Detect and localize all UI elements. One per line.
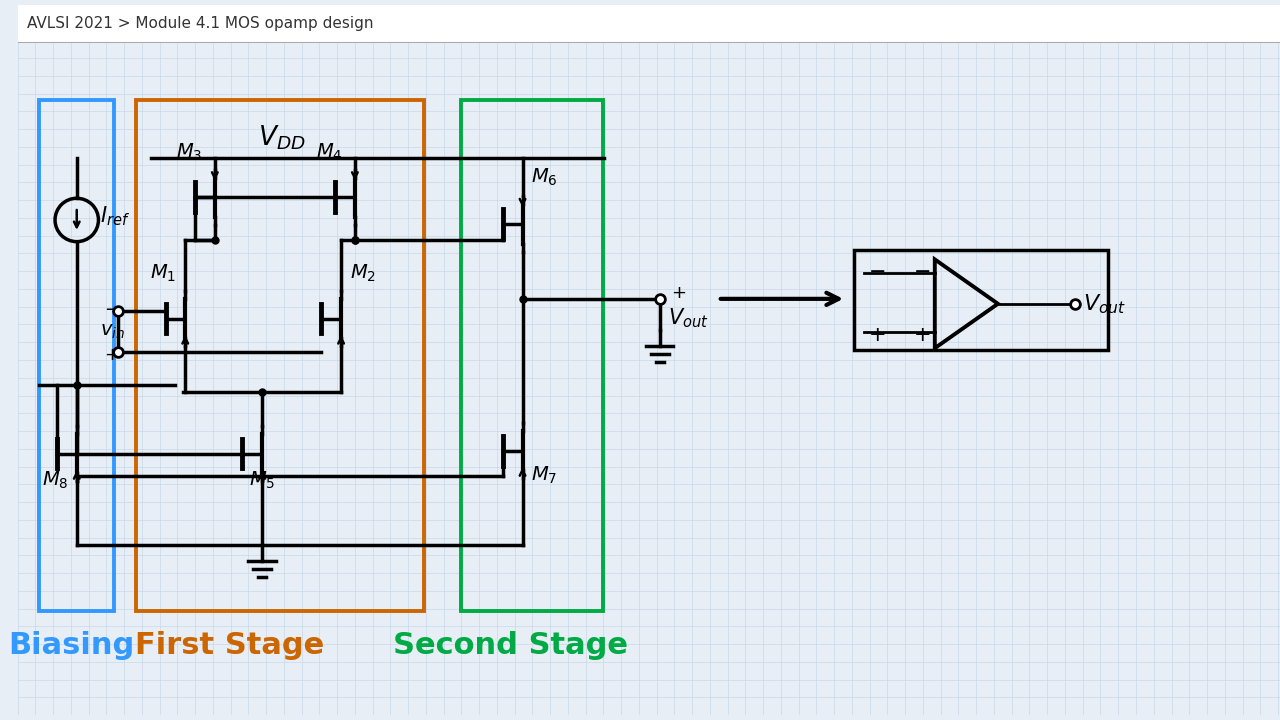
- Text: $V_{out}$: $V_{out}$: [1083, 292, 1126, 315]
- Text: $V_{DD}$: $V_{DD}$: [259, 124, 306, 153]
- Text: $M_1$: $M_1$: [151, 263, 177, 284]
- Text: $M_7$: $M_7$: [531, 464, 557, 485]
- Bar: [18, 5, 1280, 42]
- Text: $+$: $+$: [868, 325, 884, 346]
- Bar: [461, 99, 603, 611]
- Text: Second Stage: Second Stage: [393, 631, 628, 660]
- Text: First Stage: First Stage: [134, 631, 324, 660]
- Text: $M_4$: $M_4$: [316, 142, 343, 163]
- Text: $M_3$: $M_3$: [177, 142, 202, 163]
- Text: $-$: $-$: [913, 260, 931, 280]
- Bar: [136, 99, 424, 611]
- Text: $-$: $-$: [868, 260, 884, 280]
- Text: $+$: $+$: [672, 284, 686, 302]
- Bar: [40, 99, 114, 611]
- Text: $M_6$: $M_6$: [531, 166, 558, 188]
- Text: AVLSI 2021 > Module 4.1 MOS opamp design: AVLSI 2021 > Module 4.1 MOS opamp design: [27, 16, 374, 31]
- Text: $I_{ref}$: $I_{ref}$: [100, 204, 131, 228]
- Text: $-$: $-$: [105, 299, 119, 317]
- Text: $+$: $+$: [105, 346, 119, 364]
- Bar: [854, 250, 1108, 350]
- Text: $v_{in}$: $v_{in}$: [100, 322, 125, 341]
- Text: $M_8$: $M_8$: [42, 469, 68, 490]
- Text: Biasing: Biasing: [9, 631, 134, 660]
- Text: $V_{out}$: $V_{out}$: [668, 307, 708, 330]
- Text: $M_2$: $M_2$: [349, 263, 376, 284]
- Text: $+$: $+$: [913, 325, 931, 346]
- Text: $M_5$: $M_5$: [250, 469, 275, 490]
